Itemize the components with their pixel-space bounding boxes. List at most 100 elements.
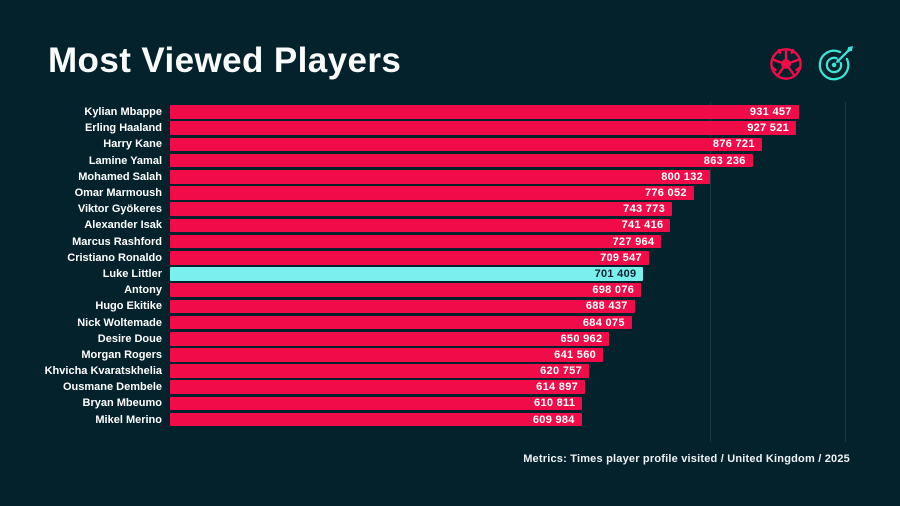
bar: 727 964 — [170, 234, 662, 249]
bar-value: 927 521 — [747, 122, 790, 135]
bar: 684 075 — [170, 315, 632, 330]
bar-value: 688 437 — [585, 300, 628, 313]
bar-row: Kylian Mbappe 931 457 — [0, 104, 900, 120]
player-label: Bryan Mbeumo — [82, 397, 162, 410]
bar: 776 052 — [170, 186, 694, 200]
bar-track: 650 962 — [170, 331, 900, 346]
bar-row: Lamine Yamal 863 236 — [0, 153, 900, 169]
bar-value: 776 052 — [644, 187, 687, 200]
page-title: Most Viewed Players — [48, 41, 402, 80]
player-label: Ousmane Dembele — [62, 381, 162, 394]
bar: 743 773 — [170, 202, 673, 217]
bar-value: 931 457 — [749, 106, 792, 119]
bar-value: 610 811 — [534, 397, 576, 410]
bar-row: Desire Doue 650 962 — [0, 331, 900, 347]
bar-row: Viktor Gyökeres 743 773 — [0, 201, 900, 217]
footer-metrics: Metrics: Times player profile visited / … — [523, 453, 850, 465]
bar-track: 800 132 — [170, 170, 900, 184]
bar-value: 614 897 — [536, 381, 579, 394]
bar: 931 457 — [170, 105, 799, 119]
player-label: Lamine Yamal — [88, 154, 162, 167]
bar-track: 701 409 — [170, 267, 900, 281]
player-label: Omar Marmoush — [74, 187, 162, 200]
bar-value: 876 721 — [712, 138, 755, 151]
bar-row: Morgan Rogers 641 560 — [0, 347, 900, 363]
bar-track: 688 437 — [170, 299, 900, 314]
bar: 741 416 — [170, 218, 671, 233]
bar-value: 727 964 — [612, 235, 655, 248]
bar: 876 721 — [170, 137, 762, 152]
bar-value: 609 984 — [532, 413, 575, 426]
player-label: Mikel Merino — [95, 413, 162, 426]
player-label: Cristiano Ronaldo — [67, 251, 162, 264]
player-label: Antony — [124, 284, 162, 297]
bar-value: 741 416 — [621, 219, 664, 232]
bar-row: Erling Haaland 927 521 — [0, 120, 900, 136]
bar-track: 609 984 — [170, 412, 900, 427]
football-icon — [767, 45, 805, 88]
bar-track: 698 076 — [170, 283, 900, 297]
dart-target-icon — [816, 45, 854, 88]
bar-track: 620 757 — [170, 364, 900, 378]
bar-row: Cristiano Ronaldo 709 547 — [0, 250, 900, 266]
bar-track: 931 457 — [170, 105, 900, 119]
bar-row: Omar Marmoush 776 052 — [0, 185, 900, 201]
bar-value: 743 773 — [623, 203, 666, 216]
bar-track: 684 075 — [170, 315, 900, 330]
player-label: Erling Haaland — [84, 122, 162, 135]
player-label: Viktor Gyökeres — [77, 203, 162, 216]
bar-row: Harry Kane 876 721 — [0, 136, 900, 152]
bar-track: 863 236 — [170, 153, 900, 168]
bar-value: 684 075 — [582, 316, 625, 329]
player-label: Morgan Rogers — [81, 348, 162, 361]
bar-highlighted: 701 409 — [170, 267, 644, 281]
bar-rows: Kylian Mbappe 931 457 Erling Haaland 927 52… — [0, 104, 900, 428]
bar-chart: Kylian Mbappe 931 457 Erling Haaland 927 52… — [0, 102, 900, 442]
bar: 609 984 — [170, 412, 582, 427]
bar-value: 800 132 — [661, 170, 704, 183]
header-icons — [767, 45, 854, 88]
player-label: Marcus Rashford — [72, 235, 162, 248]
bar-row: Marcus Rashford 727 964 — [0, 234, 900, 250]
bar-row: Nick Woltemade 684 075 — [0, 314, 900, 330]
player-label: Luke Littler — [102, 267, 162, 280]
player-label: Harry Kane — [103, 138, 162, 151]
bar-row: Bryan Mbeumo 610 811 — [0, 395, 900, 411]
bar-track: 641 560 — [170, 348, 900, 362]
bar-value: 709 547 — [600, 251, 642, 264]
player-label: Kylian Mbappe — [84, 106, 162, 119]
bar-row: Khvicha Kvaratskhelia 620 757 — [0, 363, 900, 379]
bar-row: Mikel Merino 609 984 — [0, 412, 900, 428]
player-label: Alexander Isak — [84, 219, 162, 232]
bar-row: Alexander Isak 741 416 — [0, 217, 900, 233]
bar-track: 614 897 — [170, 380, 900, 395]
bar-row: Hugo Ekitike 688 437 — [0, 298, 900, 314]
bar-value: 650 962 — [560, 332, 603, 345]
bar-row: Antony 698 076 — [0, 282, 900, 298]
bar-value: 698 076 — [592, 284, 635, 297]
bar-track: 741 416 — [170, 218, 900, 233]
bar-track: 727 964 — [170, 234, 900, 249]
bar-value: 620 757 — [540, 365, 582, 378]
bar: 650 962 — [170, 331, 610, 346]
bar-track: 743 773 — [170, 202, 900, 217]
player-label: Nick Woltemade — [77, 316, 162, 329]
bar: 688 437 — [170, 299, 635, 314]
player-label: Desire Doue — [97, 332, 162, 345]
bar-row: Mohamed Salah 800 132 — [0, 169, 900, 185]
bar: 620 757 — [170, 364, 589, 378]
bar: 709 547 — [170, 250, 649, 265]
player-label: Mohamed Salah — [78, 170, 162, 183]
bar-track: 709 547 — [170, 250, 900, 265]
bar-track: 927 521 — [170, 121, 900, 136]
player-label: Hugo Ekitike — [95, 300, 162, 313]
bar: 614 897 — [170, 380, 586, 395]
bar-value: 701 409 — [594, 267, 637, 280]
bar-row: Luke Littler 701 409 — [0, 266, 900, 282]
bar: 863 236 — [170, 153, 753, 168]
bar-track: 876 721 — [170, 137, 900, 152]
bar-value: 641 560 — [554, 348, 597, 361]
bar: 698 076 — [170, 283, 642, 297]
bar-track: 776 052 — [170, 186, 900, 200]
